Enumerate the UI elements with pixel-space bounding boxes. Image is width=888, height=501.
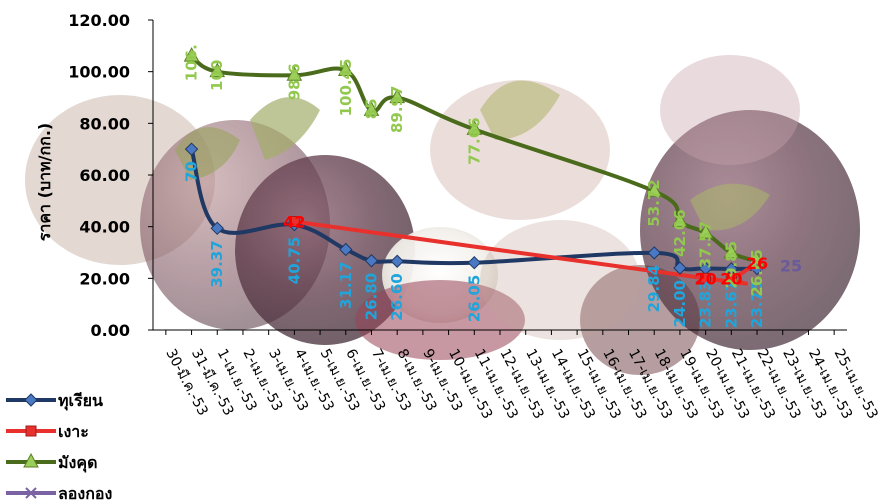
y-axis-title: ราคา (บาท/กก.) bbox=[35, 123, 54, 241]
mangosteen-point-marker bbox=[723, 243, 740, 259]
mangosteen-data-label: 53.72 bbox=[645, 179, 663, 226]
mangosteen-point-marker bbox=[389, 88, 406, 104]
rambutan-point-marker bbox=[25, 425, 37, 437]
mangosteen-point-marker bbox=[209, 62, 226, 78]
durian-point-marker bbox=[390, 254, 404, 268]
mangosteen-data-label: 85 bbox=[362, 98, 380, 119]
durian-legend-label: ทุเรียน bbox=[58, 391, 103, 411]
longkong-legend-label: ลองกอง bbox=[58, 484, 112, 501]
durian-point-marker bbox=[673, 261, 687, 275]
mangosteen-point-marker bbox=[697, 223, 714, 239]
durian-data-label: 26.80 bbox=[362, 273, 380, 320]
rambutan-data-label: 42 bbox=[283, 213, 305, 232]
mangosteen-point-marker bbox=[337, 61, 354, 77]
mangosteen-point-marker bbox=[363, 101, 380, 116]
durian-data-label: 23.75 bbox=[748, 281, 766, 328]
y-tick-label: 0.00 bbox=[91, 321, 130, 340]
durian-point-marker bbox=[184, 142, 199, 156]
mangosteen-point-marker bbox=[23, 452, 39, 468]
rambutan-data-label: 20 bbox=[720, 269, 742, 288]
durian-data-label: 70 bbox=[183, 161, 201, 182]
mangosteen-data-label: 29.85 bbox=[722, 241, 740, 288]
longkong-point-marker bbox=[25, 487, 37, 499]
durian-data-label: 23.83 bbox=[697, 280, 715, 327]
mangosteen-data-label: 37.57 bbox=[697, 221, 715, 268]
rambutan-point-marker bbox=[288, 216, 300, 227]
y-axis-title-group: ราคา (บาท/กก.) bbox=[35, 123, 54, 241]
y-tick-label: 120.00 bbox=[68, 11, 130, 30]
durian-data-label: 24.00 bbox=[671, 280, 689, 327]
rambutan-data-label: 20 bbox=[694, 269, 716, 288]
rambutan-legend-label: เงาะ bbox=[58, 422, 89, 441]
y-tick-label: 100.00 bbox=[68, 63, 130, 82]
rambutan-data-label: 26 bbox=[746, 254, 768, 273]
mangosteen-data-label: 77.66 bbox=[465, 117, 483, 164]
y-tick-label: 40.00 bbox=[79, 218, 130, 237]
rambutan-point-marker bbox=[700, 272, 712, 284]
mangosteen-data-label: 106. bbox=[183, 44, 201, 81]
durian-data-label: 39.37 bbox=[208, 240, 226, 287]
mangosteen-data-label: 89.97 bbox=[388, 86, 406, 133]
data-labels: 70 39.37 40.75 31.17 26.80 26.60 26.05 29.84 24.… bbox=[183, 44, 803, 328]
y-tick-label: 60.00 bbox=[79, 166, 130, 185]
mangosteen-point-marker bbox=[286, 66, 303, 81]
durian-data-label: 26.60 bbox=[388, 273, 406, 320]
durian-point-marker bbox=[210, 221, 224, 236]
mangosteen-data-label: 100 bbox=[208, 60, 226, 91]
durian-point-marker bbox=[364, 254, 379, 268]
durian-data-label: 29.84 bbox=[645, 265, 663, 312]
durian-data-label: 26.05 bbox=[465, 275, 483, 322]
mangosteen-point-marker bbox=[646, 182, 663, 197]
durian-point-marker bbox=[467, 255, 482, 270]
y-axis: 0.00 20.00 40.00 60.00 80.00 100.00 120.00 bbox=[68, 11, 154, 340]
mangosteen-data-label: 100.45 bbox=[337, 59, 355, 117]
durian-point-marker bbox=[24, 393, 38, 407]
mangosteen-legend-label: มังคุด bbox=[58, 453, 97, 473]
mangosteen-point-marker bbox=[466, 120, 483, 135]
longkong-point-marker bbox=[751, 259, 763, 272]
longkong-data-label: 25 bbox=[780, 256, 802, 275]
durian-data-label: 23.67 bbox=[722, 281, 740, 328]
mangosteen-point-marker bbox=[183, 47, 200, 62]
durian-data-label: 40.75 bbox=[285, 237, 303, 284]
series-markers bbox=[183, 47, 765, 284]
y-tick-label: 20.00 bbox=[79, 269, 130, 288]
mangosteen-data-label: 26.65 bbox=[748, 249, 766, 296]
mangosteen-data-label: 42.06 bbox=[671, 209, 689, 256]
durian-point-marker bbox=[647, 246, 661, 260]
y-tick-label: 80.00 bbox=[79, 114, 130, 133]
mangosteen-data-label: 98.6 bbox=[285, 63, 303, 100]
rambutan-point-marker bbox=[725, 272, 737, 284]
durian-data-label: 31.17 bbox=[337, 261, 355, 308]
durian-point-marker bbox=[339, 242, 353, 257]
mangosteen-point-marker bbox=[672, 212, 688, 227]
